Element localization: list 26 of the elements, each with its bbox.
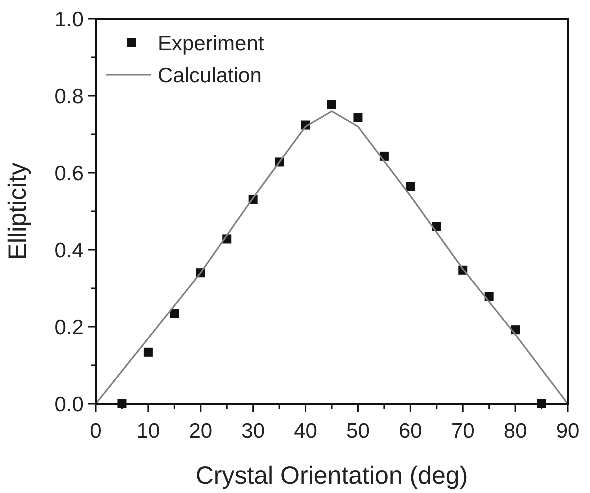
y-tick-label: 0.4 — [54, 239, 84, 262]
x-tick-label: 60 — [398, 420, 422, 443]
x-tick-label: 90 — [556, 420, 580, 443]
legend-label: Calculation — [158, 64, 262, 88]
y-tick-label: 0.0 — [54, 393, 84, 416]
legend-label: Experiment — [158, 32, 264, 56]
x-tick-label: 50 — [346, 420, 370, 443]
line-series — [95, 110, 569, 405]
point — [328, 100, 336, 110]
y-tick-label: 0.8 — [54, 85, 84, 108]
point — [144, 348, 153, 357]
x-tick-label: 70 — [451, 420, 475, 443]
x-tick-label: 80 — [504, 420, 528, 443]
x-tick-label: 30 — [242, 420, 266, 443]
point — [354, 113, 363, 122]
x-tick-label: 40 — [294, 420, 318, 443]
x-tick-label: 10 — [136, 420, 160, 443]
y-axis-title: Ellipticity — [4, 162, 32, 260]
x-tick-label: 20 — [189, 420, 213, 443]
y-tick-label: 0.2 — [54, 316, 84, 340]
x-tick-label: 0 — [90, 420, 102, 443]
x-axis-title: Crystal Orientation (deg) — [196, 462, 468, 490]
y-tick-label: 0.6 — [54, 162, 84, 186]
point — [170, 309, 180, 318]
y-tick-label: 1.0 — [54, 8, 84, 32]
point — [406, 182, 416, 192]
